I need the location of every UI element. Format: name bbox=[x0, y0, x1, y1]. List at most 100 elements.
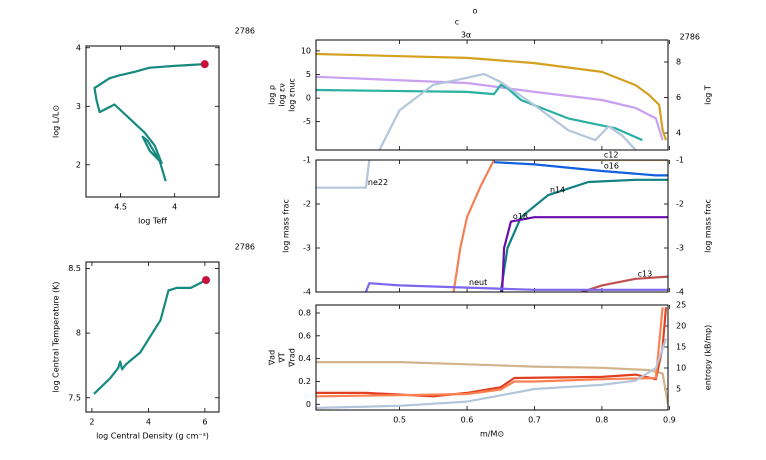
series-line bbox=[316, 160, 371, 189]
x-tick-label: 4.5 bbox=[114, 203, 127, 212]
series-line bbox=[364, 282, 668, 292]
plot-frame bbox=[85, 261, 220, 413]
y-tick-label: 0 bbox=[306, 94, 311, 103]
x-axis-label: log Teff bbox=[138, 217, 167, 226]
y-tick-label: 2 bbox=[76, 160, 81, 169]
y2-tick-label: 6 bbox=[676, 93, 681, 102]
series-label: o18 bbox=[513, 212, 528, 221]
y2-tick-label: -1 bbox=[676, 156, 684, 165]
series-label: n14 bbox=[550, 186, 565, 195]
series-label: neut bbox=[469, 278, 487, 287]
series-line bbox=[93, 279, 207, 395]
current-point bbox=[200, 60, 209, 69]
model-number: 2786 bbox=[235, 243, 255, 252]
legend-label: ∇ad bbox=[268, 350, 277, 366]
curves bbox=[316, 307, 668, 409]
panel: -5 0 5 10 4 6 8 2786 c o 3α log ρ log εν log εnuc log … bbox=[268, 7, 713, 151]
panel: 2 4 6 7.5 8 8.5 log Central Density (g cm⁻³) lo… bbox=[52, 243, 256, 441]
plot-frame bbox=[315, 39, 669, 151]
y2-axis-label: entropy (kB/mp) bbox=[704, 325, 713, 390]
series-label: c13 bbox=[638, 269, 653, 278]
y-tick-label: 8 bbox=[76, 329, 81, 338]
legend-label: log T bbox=[704, 85, 713, 105]
y-axis-label: log Central Temperature (K) bbox=[52, 281, 61, 392]
x-tick-label: 2 bbox=[89, 418, 94, 427]
curves bbox=[316, 52, 668, 150]
y2-tick-label: 25 bbox=[676, 301, 686, 310]
y2-tick-label: 15 bbox=[676, 343, 686, 352]
current-point bbox=[202, 276, 211, 285]
legend-label: ∇T bbox=[278, 352, 287, 363]
y2-tick-label: 4 bbox=[676, 128, 681, 137]
y-tick-label: 0.2 bbox=[298, 377, 311, 386]
y2-tick-label: 10 bbox=[676, 364, 686, 373]
y-tick-label: 8.5 bbox=[68, 264, 81, 273]
y2-tick-label: 20 bbox=[676, 322, 686, 331]
model-number: 2786 bbox=[235, 27, 255, 36]
plot-frame bbox=[315, 304, 669, 411]
x-tick-label: 4 bbox=[146, 418, 151, 427]
y2-tick-label: -3 bbox=[676, 244, 684, 253]
curves bbox=[93, 279, 207, 395]
plot-frame bbox=[315, 159, 669, 293]
y-tick-label: -5 bbox=[303, 117, 311, 126]
legend-label: log εnuc bbox=[288, 78, 297, 112]
x-tick-label: 0.9 bbox=[663, 416, 676, 425]
series-line bbox=[316, 52, 668, 141]
legend-label: log ρ bbox=[268, 85, 277, 105]
y2-tick-label: -4 bbox=[676, 288, 684, 297]
y-tick-label: 0.4 bbox=[298, 354, 311, 363]
series-line bbox=[499, 178, 668, 292]
panel: -4 -3 -2 -1 -4 -3 -2 -1 log mass frac log mass fr… bbox=[282, 151, 713, 297]
y-tick-label: 4 bbox=[76, 43, 81, 52]
series-label: c12 bbox=[604, 151, 619, 160]
x-tick-label: 6 bbox=[202, 418, 207, 427]
series-label: ne22 bbox=[368, 178, 388, 187]
y-tick-label: 7.5 bbox=[68, 393, 81, 402]
y-tick-label: -3 bbox=[303, 244, 311, 253]
series-line bbox=[93, 63, 205, 182]
y-tick-label: 0.6 bbox=[298, 331, 311, 340]
y-axis-label: log mass frac bbox=[282, 199, 291, 253]
x-tick-label: 0.5 bbox=[393, 416, 406, 425]
y2-tick-label: 5 bbox=[676, 385, 681, 394]
series-line bbox=[316, 338, 668, 409]
x-tick-label: 0.8 bbox=[596, 416, 609, 425]
annotation: c bbox=[455, 18, 459, 27]
y-tick-label: 3 bbox=[76, 102, 81, 111]
plot-frame bbox=[85, 45, 220, 198]
x-tick-label: 4 bbox=[172, 203, 177, 212]
panel: 0.5 0.6 0.7 0.8 0.9 0 0.2 0.4 0.6 0.8 5 10 15 20 25 m/M… bbox=[268, 301, 713, 439]
series-line bbox=[452, 160, 495, 292]
y-tick-label: 5 bbox=[306, 70, 311, 79]
y-tick-label: 0 bbox=[306, 400, 311, 409]
x-axis-label: log Central Density (g cm⁻³) bbox=[96, 432, 209, 441]
y-tick-label: -2 bbox=[303, 200, 311, 209]
y-tick-label: 10 bbox=[301, 46, 311, 55]
x-tick-label: 0.7 bbox=[528, 416, 541, 425]
y2-tick-label: 8 bbox=[676, 58, 681, 67]
series-line bbox=[316, 75, 664, 141]
x-axis-label: m/M⊙ bbox=[480, 430, 504, 439]
y-tick-label: 0.8 bbox=[298, 308, 311, 317]
series-line bbox=[316, 83, 643, 142]
series-line bbox=[316, 361, 668, 405]
x-tick-label: 0.6 bbox=[461, 416, 474, 425]
panel: 4.5 4 2 3 4 log Teff log L/L⊙ 2786 bbox=[52, 27, 256, 226]
y-tick-label: -4 bbox=[303, 288, 311, 297]
y2-tick-label: -2 bbox=[676, 200, 684, 209]
curves bbox=[93, 63, 205, 182]
y2-axis-label: log mass frac bbox=[704, 199, 713, 253]
y-axis-label: log L/L⊙ bbox=[52, 105, 61, 138]
legend-label: ∇rad bbox=[288, 348, 297, 368]
series-line bbox=[501, 216, 668, 292]
curves bbox=[316, 160, 668, 292]
series-label: o16 bbox=[604, 162, 619, 171]
series-line bbox=[378, 72, 637, 150]
series-line bbox=[493, 161, 668, 177]
annotation: 3α bbox=[461, 31, 471, 40]
model-number: 2786 bbox=[680, 33, 700, 42]
legend-label: log εν bbox=[278, 83, 287, 107]
y-tick-label: -1 bbox=[303, 156, 311, 165]
